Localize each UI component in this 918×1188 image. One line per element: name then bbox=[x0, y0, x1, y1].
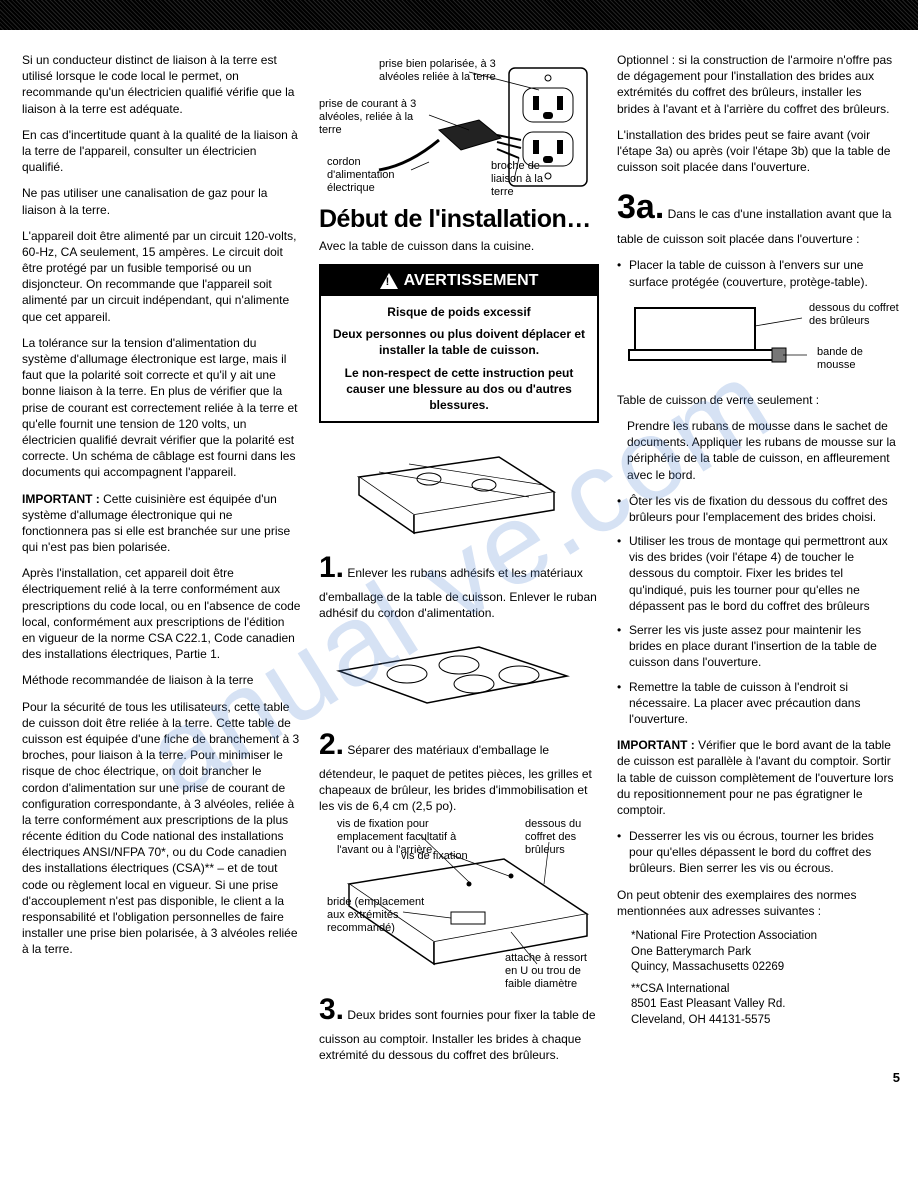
fig-label: dessous du coffret des brûleurs bbox=[809, 302, 907, 328]
packaging-figure bbox=[319, 437, 599, 542]
bullet-item: Serrer les vis juste assez pour mainteni… bbox=[617, 622, 896, 671]
glass-para: Prendre les rubans de mousse dans le sac… bbox=[627, 418, 896, 483]
fig-label: broche de liaison à la terre bbox=[491, 160, 561, 200]
fig-label: bride (emplacement aux extrémités recomm… bbox=[327, 896, 432, 936]
step-2-text: Séparer des matériaux d'emballage le dét… bbox=[319, 743, 592, 813]
fig-label: prise bien polarisée, à 3 alvéoles relié… bbox=[379, 58, 509, 84]
warning-line: Deux personnes ou plus doivent déplacer … bbox=[331, 326, 587, 358]
ref-entry: **CSA International 8501 East Pleasant V… bbox=[631, 982, 896, 1029]
para: Ne pas utiliser une canalisation de gaz … bbox=[22, 185, 301, 217]
para: En cas d'incertitude quant à la qualité … bbox=[22, 127, 301, 176]
column-3: Optionnel : si la construction de l'armo… bbox=[617, 52, 896, 1073]
glass-heading: Table de cuisson de verre seulement : bbox=[617, 392, 896, 408]
para: Pour la sécurité de tous les utilisateur… bbox=[22, 699, 301, 958]
fig-label: vis de fixation bbox=[401, 850, 491, 863]
bullet-item: Remettre la table de cuisson à l'endroit… bbox=[617, 679, 896, 728]
para: Si un conducteur distinct de liaison à l… bbox=[22, 52, 301, 117]
fig-label: cordon d'alimentation électrique bbox=[327, 156, 417, 196]
bullet-item: Utiliser les trous de montage qui permet… bbox=[617, 533, 896, 614]
step-number-1: 1. bbox=[319, 551, 344, 584]
page-number: 5 bbox=[893, 1069, 900, 1087]
fig-label: attache à ressort en U ou trou de faible… bbox=[505, 952, 597, 992]
para: Méthode recommandée de liaison à la terr… bbox=[22, 672, 301, 688]
bullet-list: Desserrer les vis ou écrous, tourner les… bbox=[617, 828, 896, 877]
step-number-2: 2. bbox=[319, 728, 344, 761]
fig-label: prise de courant à 3 alvéoles, reliée à … bbox=[319, 98, 431, 138]
step-3-text: Deux brides sont fournies pour fixer la … bbox=[319, 1008, 596, 1062]
bullet-list: Placer la table de cuisson à l'envers su… bbox=[617, 257, 896, 289]
bullet-item: Desserrer les vis ou écrous, tourner les… bbox=[617, 828, 896, 877]
references: *National Fire Protection Association On… bbox=[631, 929, 896, 1028]
column-1: Si un conducteur distinct de liaison à l… bbox=[22, 52, 301, 1073]
warning-header-text: AVERTISSEMENT bbox=[404, 270, 539, 292]
bullet-item: Placer la table de cuisson à l'envers su… bbox=[617, 257, 896, 289]
para-important: IMPORTANT : Cette cuisinière est équipée… bbox=[22, 491, 301, 556]
bullet-item: Ôter les vis de fixation du dessous du c… bbox=[617, 493, 896, 525]
fig-label: bande de mousse bbox=[817, 346, 897, 372]
cooktop-figure bbox=[319, 631, 599, 719]
step-number-3a: 3a. bbox=[617, 188, 664, 226]
step-1-text: Enlever les rubans adhésifs et les matér… bbox=[319, 566, 597, 620]
section-title: Début de l'installation… bbox=[319, 206, 599, 232]
para: L'appareil doit être alimenté par un cir… bbox=[22, 228, 301, 325]
step-3a: 3a. Dans le cas d'une installation avant… bbox=[617, 185, 896, 247]
para: Optionnel : si la construction de l'armo… bbox=[617, 52, 896, 117]
para: L'installation des brides peut se faire … bbox=[617, 127, 896, 176]
warning-line: Risque de poids excessif bbox=[331, 304, 587, 320]
step-number-3: 3. bbox=[319, 993, 344, 1026]
outlet-figure: prise bien polarisée, à 3 alvéoles relié… bbox=[319, 60, 599, 200]
step-3: 3. Deux brides sont fournies pour fixer … bbox=[319, 990, 599, 1063]
top-bar bbox=[0, 0, 918, 30]
step-2: 2. Séparer des matériaux d'emballage le … bbox=[319, 725, 599, 814]
ref-entry: *National Fire Protection Association On… bbox=[631, 929, 896, 976]
fig-label: dessous du coffret des brûleurs bbox=[525, 818, 597, 858]
para: Après l'installation, cet appareil doit … bbox=[22, 565, 301, 662]
bracket-figure: vis de fixation pour emplacement faculta… bbox=[319, 824, 599, 984]
para: La tolérance sur la tension d'alimentati… bbox=[22, 335, 301, 481]
refs-intro: On peut obtenir des exemplaires des norm… bbox=[617, 887, 896, 919]
warning-line: Le non-respect de cette instruction peut… bbox=[331, 365, 587, 414]
warning-header: AVERTISSEMENT bbox=[321, 266, 597, 296]
column-2: prise bien polarisée, à 3 alvéoles relié… bbox=[319, 52, 599, 1073]
important-label: IMPORTANT : bbox=[22, 492, 100, 506]
bullet-list: Ôter les vis de fixation du dessous du c… bbox=[617, 493, 896, 727]
section-subtitle: Avec la table de cuisson dans la cuisine… bbox=[319, 238, 599, 254]
important-label: IMPORTANT : bbox=[617, 738, 695, 752]
warning-triangle-icon bbox=[380, 273, 398, 289]
warning-box: AVERTISSEMENT Risque de poids excessif D… bbox=[319, 264, 599, 423]
foam-figure: dessous du coffret des brûleurs bande de… bbox=[617, 300, 896, 386]
page-content: Si un conducteur distinct de liaison à l… bbox=[0, 52, 918, 1093]
para-important: IMPORTANT : Vérifier que le bord avant d… bbox=[617, 737, 896, 818]
step-1: 1. Enlever les rubans adhésifs et les ma… bbox=[319, 548, 599, 621]
